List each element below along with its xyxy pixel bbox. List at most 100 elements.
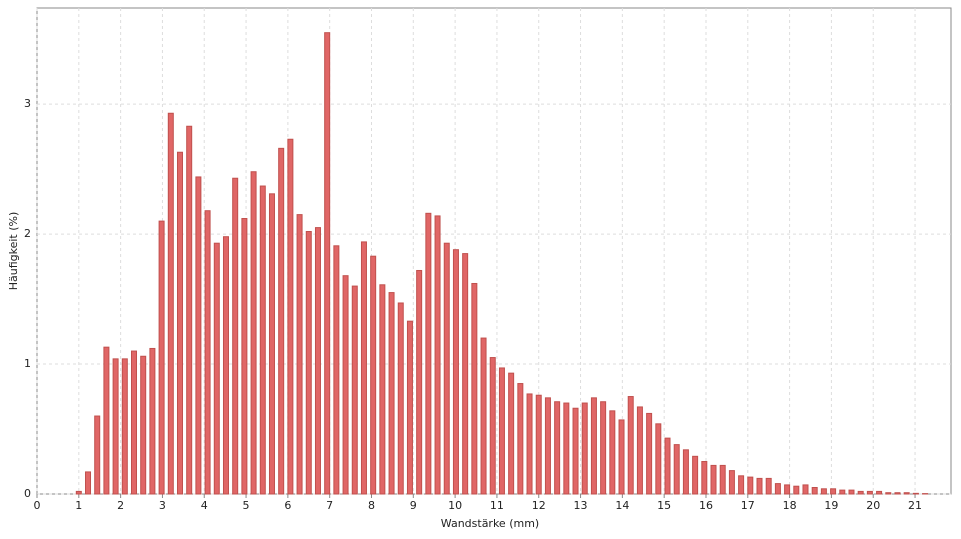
bar <box>655 423 662 495</box>
x-tick-label: 14 <box>615 499 629 512</box>
bar <box>489 357 496 495</box>
x-tick-label: 8 <box>368 499 375 512</box>
x-tick-label: 0 <box>34 499 41 512</box>
x-tick-label: 20 <box>866 499 880 512</box>
x-tick-label: 12 <box>532 499 546 512</box>
bar <box>213 242 220 495</box>
x-tick-label: 10 <box>448 499 462 512</box>
bar <box>462 253 469 495</box>
bar <box>903 492 910 495</box>
x-tick-label: 4 <box>201 499 208 512</box>
bar <box>784 484 791 495</box>
bar <box>793 485 800 495</box>
bar <box>406 320 413 495</box>
x-tick-label: 6 <box>284 499 291 512</box>
x-tick-label: 1 <box>75 499 82 512</box>
bar <box>360 241 367 495</box>
bar <box>747 476 754 495</box>
bar <box>195 176 202 495</box>
x-tick-label: 15 <box>657 499 671 512</box>
x-tick-label: 16 <box>699 499 713 512</box>
bar <box>370 255 377 495</box>
bar <box>443 242 450 495</box>
x-tick-label: 9 <box>410 499 417 512</box>
bar <box>278 147 285 495</box>
bar <box>112 358 119 495</box>
x-tick-label: 17 <box>741 499 755 512</box>
bar <box>544 397 551 495</box>
bar <box>324 32 331 495</box>
bar <box>333 245 340 495</box>
bar <box>121 358 128 495</box>
bar <box>600 401 607 495</box>
bar <box>894 492 901 495</box>
bar <box>296 214 303 495</box>
bar <box>866 490 873 495</box>
bar <box>186 125 193 495</box>
bar <box>590 397 597 495</box>
bar <box>728 470 735 495</box>
bar <box>682 449 689 495</box>
x-tick-label: 19 <box>824 499 838 512</box>
bar <box>664 437 671 495</box>
bar <box>609 410 616 495</box>
bar <box>241 218 248 495</box>
bar <box>314 227 321 495</box>
bar <box>701 461 708 495</box>
bar <box>857 490 864 495</box>
bar <box>94 415 101 495</box>
bar <box>85 471 92 495</box>
y-tick-label: 2 <box>24 227 31 240</box>
bar <box>397 302 404 495</box>
bar <box>848 489 855 495</box>
bar <box>710 464 717 495</box>
x-tick-label: 13 <box>574 499 588 512</box>
bar <box>839 489 846 495</box>
bar <box>554 401 561 495</box>
bar <box>535 394 542 495</box>
bar <box>618 419 625 495</box>
bar <box>876 490 883 495</box>
bar <box>149 347 156 495</box>
bar <box>480 337 487 495</box>
bar <box>232 177 239 495</box>
bar <box>912 492 919 495</box>
bar <box>526 393 533 495</box>
x-tick-label: 11 <box>490 499 504 512</box>
bar <box>176 151 183 495</box>
bar <box>885 492 892 495</box>
bar <box>508 372 515 495</box>
bar <box>167 112 174 495</box>
bar <box>204 210 211 495</box>
bar <box>692 455 699 495</box>
x-tick-label: 7 <box>326 499 333 512</box>
bar <box>250 171 257 495</box>
bar <box>802 484 809 495</box>
bar <box>416 269 423 495</box>
bar <box>572 407 579 495</box>
y-tick-label: 1 <box>24 357 31 370</box>
bar <box>259 185 266 495</box>
bar <box>820 488 827 495</box>
x-tick-label: 2 <box>117 499 124 512</box>
y-tick-label: 3 <box>24 97 31 110</box>
bar <box>811 487 818 495</box>
bar <box>379 284 386 495</box>
bar <box>719 464 726 495</box>
bar <box>140 355 147 495</box>
bar <box>305 231 312 495</box>
bar <box>581 402 588 495</box>
bar <box>756 477 763 495</box>
bar <box>452 249 459 495</box>
bar <box>563 402 570 495</box>
bar <box>646 412 653 495</box>
bar <box>517 383 524 495</box>
bar <box>673 444 680 495</box>
bar <box>388 292 395 495</box>
bar <box>471 282 478 495</box>
bar <box>434 215 441 495</box>
bar <box>830 488 837 495</box>
bar <box>287 138 294 495</box>
x-tick-label: 18 <box>783 499 797 512</box>
